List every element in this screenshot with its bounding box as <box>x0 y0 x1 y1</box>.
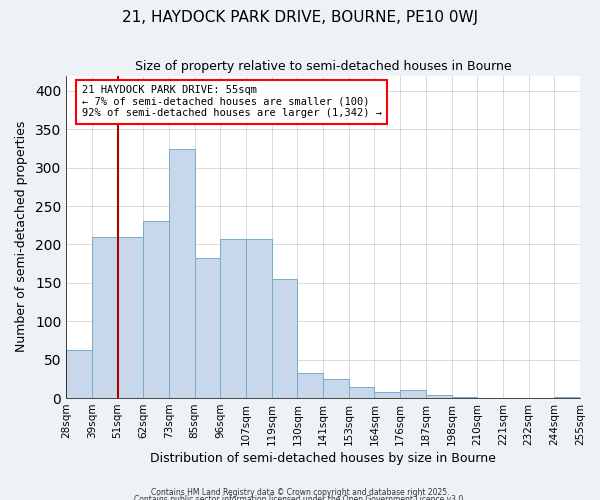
Bar <box>220 239 246 398</box>
Y-axis label: Number of semi-detached properties: Number of semi-detached properties <box>15 121 28 352</box>
Bar <box>374 392 400 398</box>
Text: Contains HM Land Registry data © Crown copyright and database right 2025.: Contains HM Land Registry data © Crown c… <box>151 488 449 497</box>
Bar <box>194 258 220 398</box>
Title: Size of property relative to semi-detached houses in Bourne: Size of property relative to semi-detach… <box>135 60 511 73</box>
Text: 21 HAYDOCK PARK DRIVE: 55sqm
← 7% of semi-detached houses are smaller (100)
92% : 21 HAYDOCK PARK DRIVE: 55sqm ← 7% of sem… <box>82 85 382 118</box>
Text: 21, HAYDOCK PARK DRIVE, BOURNE, PE10 0WJ: 21, HAYDOCK PARK DRIVE, BOURNE, PE10 0WJ <box>122 10 478 25</box>
Bar <box>272 279 298 398</box>
Bar <box>400 390 426 398</box>
Bar <box>426 395 452 398</box>
Bar <box>143 222 169 398</box>
Bar <box>92 237 118 398</box>
Bar <box>349 386 374 398</box>
Bar <box>298 374 323 398</box>
Bar <box>66 350 92 398</box>
Bar <box>246 239 272 398</box>
Bar <box>554 396 580 398</box>
Text: Contains public sector information licensed under the Open Government Licence v3: Contains public sector information licen… <box>134 496 466 500</box>
X-axis label: Distribution of semi-detached houses by size in Bourne: Distribution of semi-detached houses by … <box>150 452 496 465</box>
Bar <box>323 379 349 398</box>
Bar <box>169 148 194 398</box>
Bar <box>118 237 143 398</box>
